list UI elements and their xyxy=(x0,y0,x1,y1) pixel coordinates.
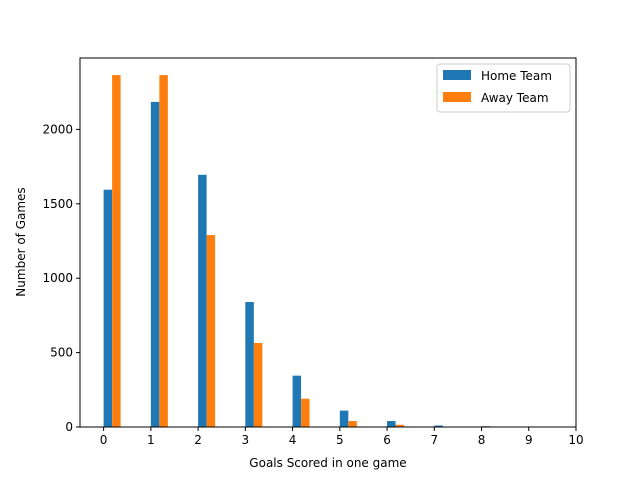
y-axis: 0 500 1000 1500 2000 xyxy=(42,122,80,434)
bar-home-team-2 xyxy=(198,174,207,427)
bar-away-team-6 xyxy=(395,424,405,427)
x-tick-label-10: 10 xyxy=(568,433,583,447)
bar-home-team-4 xyxy=(292,375,302,427)
bar-away-team-3 xyxy=(253,342,263,427)
x-axis-title: Goals Scored in one game xyxy=(249,456,406,470)
y-tick-label-500: 500 xyxy=(50,346,73,360)
legend-label-home-team: Home Team xyxy=(481,69,552,83)
bar-away-team-4 xyxy=(301,398,310,427)
bar-away-team-1 xyxy=(159,75,168,428)
x-tick-label-6: 6 xyxy=(383,433,391,447)
bar-home-team-0 xyxy=(103,189,113,427)
legend-swatch-home-team xyxy=(443,70,471,80)
y-tick-label-1000: 1000 xyxy=(42,271,73,285)
bar-away-team-0 xyxy=(112,75,121,428)
x-axis: 0 1 2 3 4 5 6 7 8 9 10 xyxy=(100,427,584,447)
x-tick-label-7: 7 xyxy=(430,433,438,447)
y-tick-label-2000: 2000 xyxy=(42,122,73,136)
x-tick-label-5: 5 xyxy=(336,433,344,447)
y-tick-label-1500: 1500 xyxy=(42,197,73,211)
bars-layer xyxy=(103,75,491,428)
x-tick-label-0: 0 xyxy=(100,433,108,447)
y-axis-title: Number of Games xyxy=(14,187,28,296)
plot-frame xyxy=(79,57,577,428)
bar-home-team-1 xyxy=(150,101,160,427)
bar-home-team-7 xyxy=(434,425,443,427)
legend-swatch-away-team xyxy=(443,92,471,102)
x-tick-label-1: 1 xyxy=(147,433,155,447)
x-tick-label-2: 2 xyxy=(194,433,202,447)
y-tick-label-0: 0 xyxy=(65,420,73,434)
legend-label-away-team: Away Team xyxy=(481,91,549,105)
x-tick-label-9: 9 xyxy=(525,433,533,447)
x-tick-label-4: 4 xyxy=(289,433,297,447)
bar-away-team-5 xyxy=(348,421,357,427)
bar-away-team-2 xyxy=(206,235,216,427)
x-tick-label-8: 8 xyxy=(478,433,486,447)
legend: Home Team Away Team xyxy=(436,63,571,113)
bar-home-team-6 xyxy=(387,421,396,427)
bar-home-team-3 xyxy=(245,302,254,427)
bar-home-team-5 xyxy=(339,410,349,427)
x-tick-label-3: 3 xyxy=(242,433,250,447)
